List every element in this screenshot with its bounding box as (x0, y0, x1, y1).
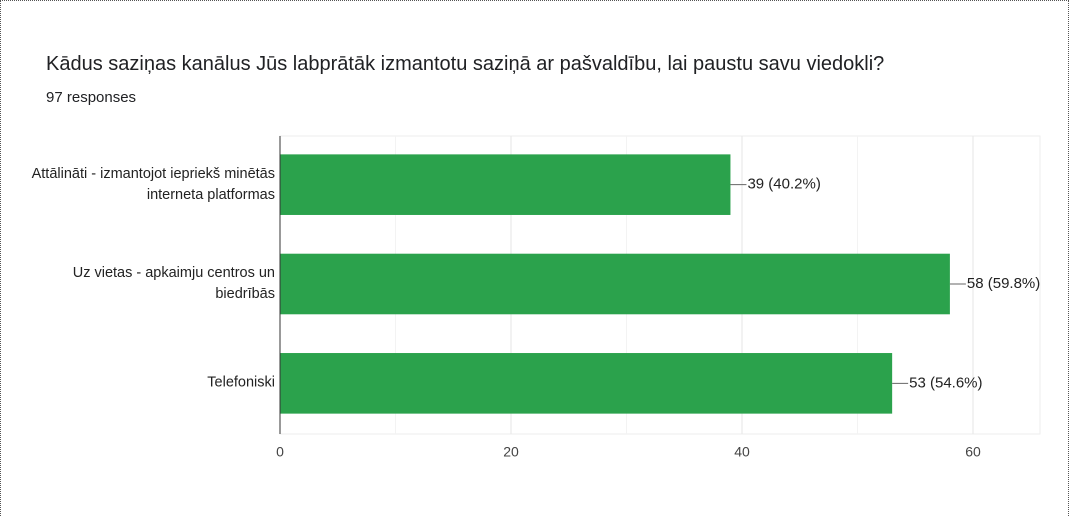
chart-subtitle: 97 responses (46, 89, 137, 106)
category-label: Uz vietas - apkaimju centros un biedrībā… (72, 265, 275, 302)
category-label: Telefoniski (207, 374, 275, 391)
bar (280, 353, 893, 414)
bar (280, 154, 731, 215)
bar (280, 253, 950, 315)
x-tick-label: 60 (965, 444, 981, 460)
value-label: 39 (40.2%) (747, 176, 820, 193)
x-tick-label: 40 (734, 444, 750, 460)
x-tick-label: 20 (503, 444, 519, 460)
category-label: Attālināti - izmantojot iepriekš minētās… (31, 165, 275, 203)
x-tick-label: 0 (276, 444, 284, 460)
chart-title: Kādus saziņas kanālus Jūs labprātāk izma… (46, 53, 885, 75)
value-label: 58 (59.8%) (967, 275, 1040, 292)
value-label: 53 (54.6%) (909, 374, 982, 391)
